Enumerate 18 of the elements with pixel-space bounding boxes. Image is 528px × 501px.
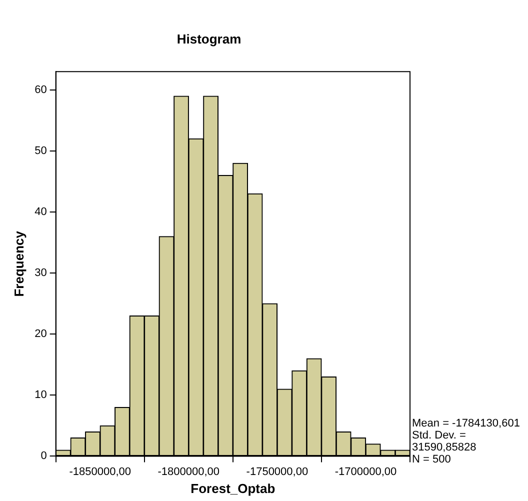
text: N = 500 [412, 454, 451, 466]
x-tick-label: -1700000,00 [334, 466, 397, 478]
x-axis-title: Forest_Optab [190, 480, 276, 496]
text: Mean = -1784130,601 [412, 418, 520, 430]
y-axis-title: Frequency [11, 230, 26, 297]
y-tick-label: 40 [34, 206, 47, 218]
y-tick-label: 60 [34, 84, 47, 96]
y-tick-label: 30 [34, 267, 47, 280]
y-tick-label: 10 [34, 389, 47, 402]
chart-title: Histogram [176, 31, 242, 46]
y-tick-label: 0 [40, 450, 47, 462]
text: 31590,85828 [412, 442, 476, 454]
y-tick-label: 50 [34, 144, 47, 157]
y-tick-label: 20 [34, 328, 47, 340]
x-tick-label: -1850000,00 [69, 466, 131, 478]
x-tick-label: -1800000,00 [158, 466, 220, 478]
text: Std. Dev. = [412, 430, 466, 442]
x-tick-label: -1750000,00 [246, 466, 308, 478]
